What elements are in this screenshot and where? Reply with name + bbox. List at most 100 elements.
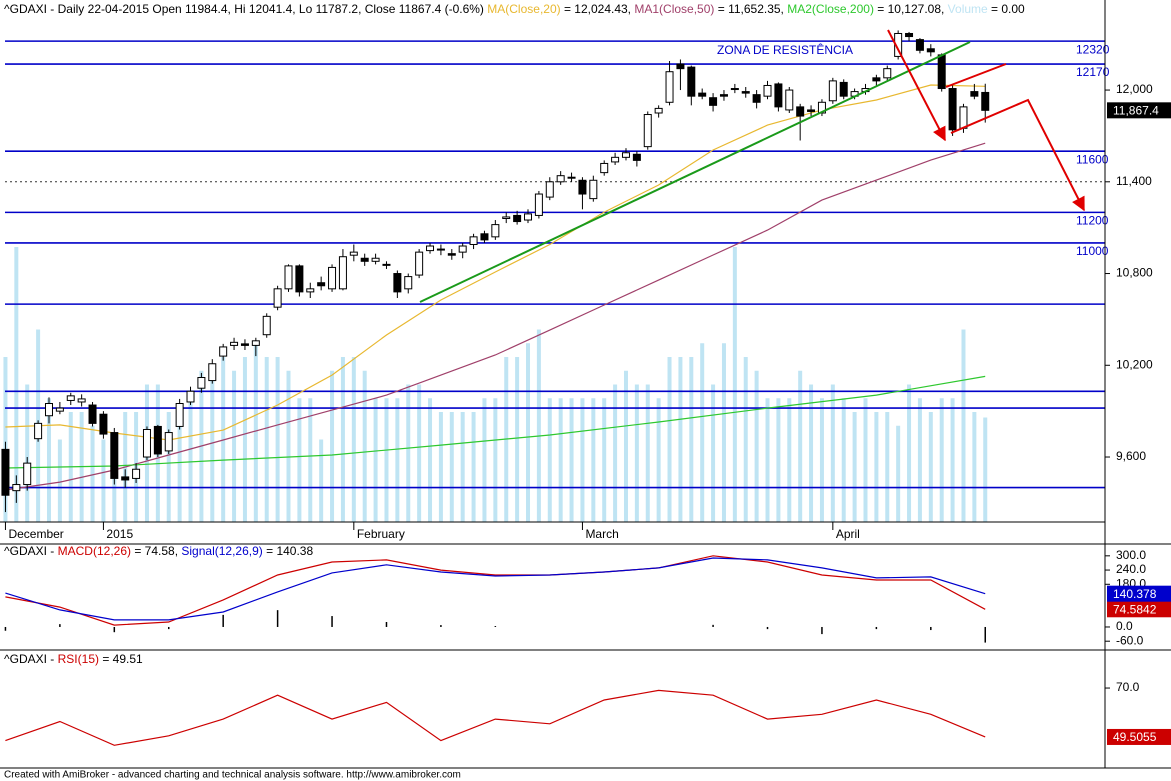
volume-bar bbox=[830, 384, 835, 522]
legend-name: MA(Close,20) bbox=[487, 2, 560, 16]
candle-body bbox=[12, 484, 21, 492]
volume-bar bbox=[460, 412, 465, 522]
x-tick-label: December bbox=[8, 527, 63, 541]
volume-bar bbox=[917, 398, 922, 522]
candle-body bbox=[469, 236, 478, 245]
level-label: 12170 bbox=[1076, 65, 1110, 79]
candle-body bbox=[77, 398, 86, 403]
candle-body bbox=[687, 66, 696, 97]
volume-bar bbox=[493, 398, 498, 522]
volume-bar bbox=[689, 357, 694, 522]
volume-bar bbox=[700, 343, 705, 522]
candle-body bbox=[99, 413, 108, 435]
panel-title: ^GDAXI - RSI(15) = 49.51 bbox=[4, 652, 143, 666]
volume-bar bbox=[950, 398, 955, 522]
volume-bar bbox=[177, 412, 182, 522]
candle-body bbox=[382, 263, 391, 266]
candle-body bbox=[981, 91, 990, 111]
candle-body bbox=[164, 432, 173, 452]
candle-body bbox=[741, 91, 750, 94]
indicator-line bbox=[5, 689, 986, 746]
candle-body bbox=[959, 106, 968, 129]
volume-bar bbox=[798, 370, 803, 522]
volume-bar bbox=[732, 247, 737, 522]
volume-bar bbox=[373, 398, 378, 522]
candle-body bbox=[447, 253, 456, 256]
y-tick-label: 11,400 bbox=[1116, 174, 1152, 188]
candle-body bbox=[828, 80, 837, 102]
legend-name: MA2(Close,200) bbox=[787, 2, 874, 16]
candle-body bbox=[600, 162, 609, 174]
candle-body bbox=[785, 89, 794, 111]
legend-value: = 49.51 bbox=[99, 652, 143, 666]
level-label: 11000 bbox=[1076, 244, 1109, 258]
volume-bar bbox=[602, 398, 607, 522]
volume-bar bbox=[384, 398, 389, 522]
candle-body bbox=[393, 273, 402, 293]
candle-body bbox=[153, 425, 162, 455]
candle-body bbox=[458, 245, 467, 253]
candle-body bbox=[872, 77, 881, 82]
volume-bar bbox=[406, 384, 411, 522]
title-prefix: ^GDAXI - bbox=[4, 544, 58, 558]
y-tick-label: 0.0 bbox=[1116, 619, 1133, 633]
candle-body bbox=[262, 315, 271, 336]
x-tick-label: 2015 bbox=[106, 527, 133, 541]
candle-body bbox=[88, 404, 97, 424]
volume-bar bbox=[264, 357, 269, 522]
channel-line bbox=[945, 63, 1007, 88]
volume-bar bbox=[395, 398, 400, 522]
volume-bar bbox=[438, 412, 443, 522]
legend-name: MACD(12,26) bbox=[58, 544, 131, 558]
x-tick-label: March bbox=[585, 527, 618, 541]
legend-value: = 10,127.08, bbox=[874, 2, 948, 16]
volume-bar bbox=[253, 343, 258, 522]
candle-body bbox=[306, 288, 315, 293]
panel-title: ^GDAXI - Daily 22-04-2015 Open 11984.4, … bbox=[4, 2, 1025, 16]
ma-line bbox=[5, 375, 986, 469]
arrow bbox=[887, 29, 946, 142]
volume-bar bbox=[3, 357, 8, 522]
candle-body bbox=[730, 88, 739, 91]
user-drawings bbox=[419, 29, 1085, 303]
volume-bar bbox=[558, 398, 563, 522]
candle-body bbox=[121, 476, 130, 481]
volume-bar bbox=[819, 398, 824, 522]
last-value-label: 74.5842 bbox=[1113, 602, 1157, 616]
footer: Created with AmiBroker - advanced charti… bbox=[4, 770, 461, 781]
candle-body bbox=[839, 81, 848, 97]
volume-bar bbox=[613, 384, 618, 522]
volume-bar bbox=[547, 398, 552, 522]
candle-body bbox=[219, 346, 228, 357]
candle-body bbox=[491, 224, 500, 238]
candle-body bbox=[317, 282, 326, 287]
volume-bar bbox=[330, 370, 335, 522]
candle-body bbox=[295, 265, 304, 293]
volume-bar bbox=[765, 398, 770, 522]
candle-body bbox=[502, 216, 511, 219]
y-tick-label: 10,800 bbox=[1116, 266, 1153, 280]
title-prefix: ^GDAXI - bbox=[4, 652, 58, 666]
candle-body bbox=[208, 363, 217, 382]
last-value-label: 11,867.4 bbox=[1113, 104, 1159, 118]
volume-bar bbox=[852, 412, 857, 522]
candle-body bbox=[709, 97, 718, 106]
legend-name: Volume bbox=[948, 2, 988, 16]
y-tick-label: 240.0 bbox=[1116, 562, 1146, 576]
candle-body bbox=[774, 83, 783, 108]
candle-body bbox=[719, 94, 728, 97]
last-value-label: 49.5055 bbox=[1113, 730, 1157, 744]
candle-body bbox=[676, 63, 685, 70]
candle-body bbox=[186, 390, 195, 403]
candle-body bbox=[349, 251, 358, 256]
volume-bar bbox=[210, 370, 215, 522]
volume-bar bbox=[754, 370, 759, 522]
volume-bar bbox=[362, 370, 367, 522]
volume-bar bbox=[46, 398, 51, 522]
candle-body bbox=[142, 428, 151, 458]
panel-title: ^GDAXI - MACD(12,26) = 74.58, Signal(12,… bbox=[4, 544, 313, 558]
title-prefix: ^GDAXI - Daily 22-04-2015 Open 11984.4, … bbox=[4, 2, 487, 16]
volume-bar bbox=[90, 425, 95, 522]
legend-name: RSI(15) bbox=[58, 652, 99, 666]
